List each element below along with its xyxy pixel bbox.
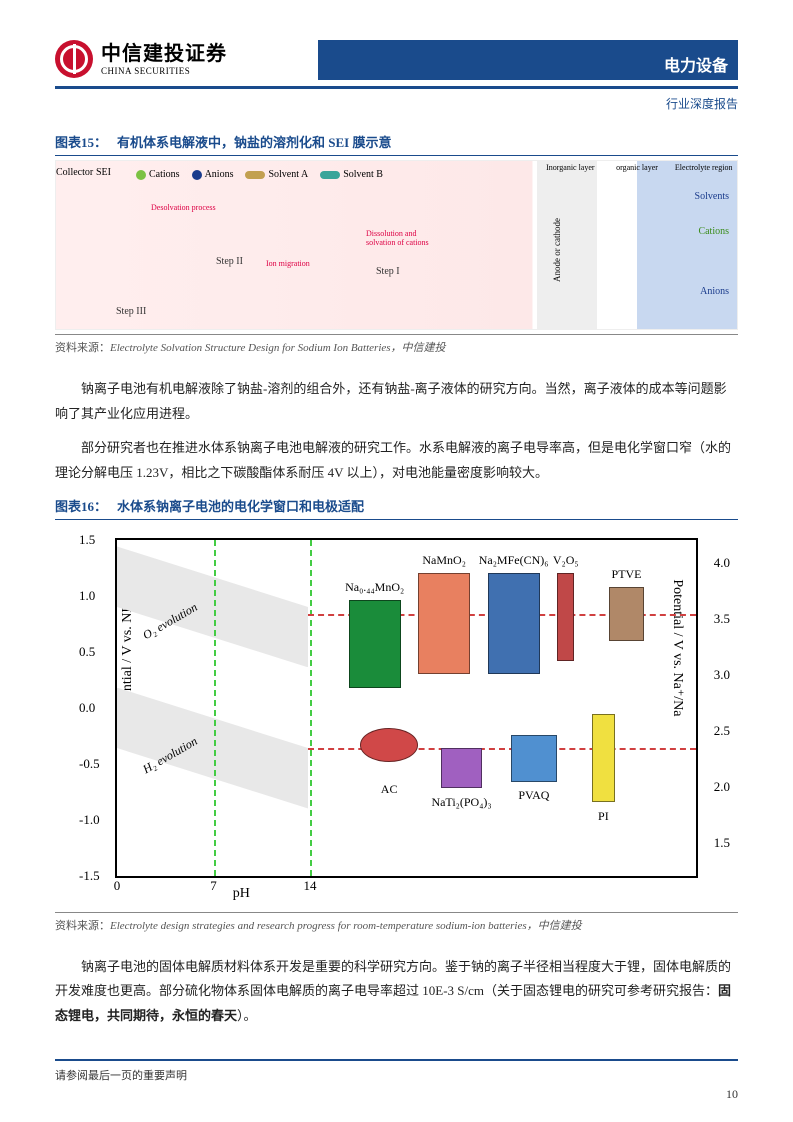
fig16-source: 资料来源：Electrolyte design strategies and r…	[55, 912, 738, 945]
fig16-title: 图表16：水体系钠离子电池的电化学窗口和电极适配	[55, 496, 738, 520]
fig15-source: 资料来源：Electrolyte Solvation Structure Des…	[55, 334, 738, 367]
fig15-right-panel: Inorganic layer organic layer Electrolyt…	[537, 161, 737, 329]
page-header: 中信建投证券 CHINA SECURITIES 电力设备	[55, 40, 738, 89]
logo-block: 中信建投证券 CHINA SECURITIES	[55, 40, 227, 78]
paragraph-1: 钠离子电池有机电解液除了钠盐-溶剂的组合外，还有钠盐-离子液体的研究方向。当然，…	[55, 377, 738, 426]
fig15-diagram: Collector SEI CationsAnionsSolvent ASolv…	[55, 160, 738, 330]
header-category: 电力设备	[318, 40, 738, 80]
paragraph-2: 部分研究者也在推进水体系钠离子电池电解液的研究工作。水系电解液的离子电导率高，但…	[55, 436, 738, 485]
report-type: 行业深度报告	[55, 95, 738, 112]
paragraph-3: 钠离子电池的固体电解质材料体系开发是重要的科学研究方向。鉴于钠的离子半径相当程度…	[55, 955, 738, 1029]
y-axis-right-label: Potential / V vs. Na⁺/Na	[669, 579, 686, 716]
footer-disclaimer: 请参阅最后一页的重要声明	[55, 1067, 187, 1083]
fig15-legend: CationsAnionsSolvent ASolvent B	[136, 169, 383, 180]
page-number: 10	[726, 1087, 738, 1102]
logo-text-en: CHINA SECURITIES	[101, 66, 227, 77]
logo-text-cn: 中信建投证券	[101, 42, 227, 66]
x-axis-label: pH	[233, 886, 250, 902]
fig16-chart: Potential / V vs. NHE Potential / V vs. …	[55, 528, 738, 908]
page-footer: 请参阅最后一页的重要声明	[55, 1059, 738, 1083]
fig15-title: 图表15：有机体系电解液中，钠盐的溶剂化和 SEI 膜示意	[55, 132, 738, 156]
logo-icon	[55, 40, 93, 78]
